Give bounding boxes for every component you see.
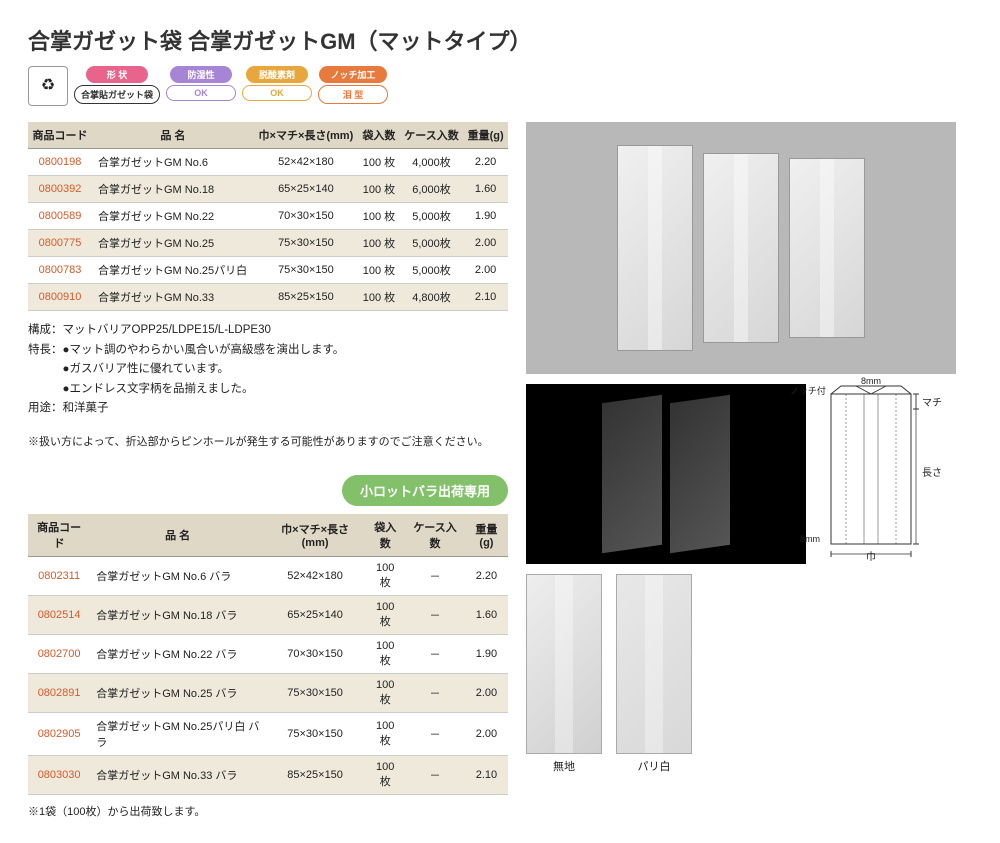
section-2: 小ロットバラ出荷専用 商品コード品 名巾×マチ×長さ(mm)袋入数ケース入数重量…: [28, 475, 508, 819]
table-header: 重量(g): [465, 514, 508, 557]
dimension-diagram: ノッチ付 8mm マチ 長さ 8mm 巾: [816, 384, 956, 564]
product-photo-top: [526, 122, 956, 374]
table-header: 巾×マチ×長さ(mm): [254, 122, 358, 149]
badges-row: ♻ 形 状合掌貼ガゼット袋防湿性OK脱酸素剤OKノッチ加工泪 型: [28, 66, 972, 106]
table-header: 重量(g): [463, 122, 508, 149]
table-header: 商品コード: [28, 514, 90, 557]
spec-badge: 防湿性OK: [166, 66, 236, 104]
table-header: 袋入数: [365, 514, 405, 557]
spec-badge: 形 状合掌貼ガゼット袋: [74, 66, 160, 104]
table-header: 巾×マチ×長さ(mm): [265, 514, 365, 557]
variant-plain: [526, 574, 602, 754]
page-title: 合掌ガゼット袋 合掌ガゼットGM（マットタイプ）: [28, 24, 972, 56]
table-header: ケース入数: [400, 122, 463, 149]
table-row: 0802311合掌ガゼットGM No.6 バラ52×42×180100 枚－2.…: [28, 556, 508, 595]
secondary-table: 商品コード品 名巾×マチ×長さ(mm)袋入数ケース入数重量(g) 0802311…: [28, 514, 508, 795]
main-table: 商品コード品 名巾×マチ×長さ(mm)袋入数ケース入数重量(g) 0800198…: [28, 122, 508, 311]
footnote: ※1袋（100枚）から出荷致します。: [28, 803, 205, 819]
variant-pari: [616, 574, 692, 754]
table-header: 袋入数: [358, 122, 400, 149]
right-column: ノッチ付 8mm マチ 長さ 8mm 巾 無地 パリ白: [526, 122, 972, 819]
table-row: 0800589合掌ガゼットGM No.2270×30×150100 枚5,000…: [28, 203, 508, 230]
cert-mark-icon: ♻: [28, 66, 68, 106]
green-pill: 小ロットバラ出荷専用: [342, 475, 508, 506]
table-row: 0800910合掌ガゼットGM No.3385×25×150100 枚4,800…: [28, 284, 508, 311]
table-header: ケース入数: [405, 514, 465, 557]
table-header: 品 名: [92, 122, 254, 149]
table-row: 0803030合掌ガゼットGM No.33 バラ85×25×150100 枚－2…: [28, 755, 508, 794]
spec-badge: 脱酸素剤OK: [242, 66, 312, 104]
spec-block: 構成：マットバリアOPP25/LDPE15/L-LDPE30 特長：●マット調の…: [28, 321, 508, 419]
table-row: 0802514合掌ガゼットGM No.18 バラ65×25×140100 枚－1…: [28, 595, 508, 634]
caution-note: ※扱い方によって、折込部からピンホールが発生する可能性がありますのでご注意くださ…: [28, 433, 508, 449]
table-row: 0800198合掌ガゼットGM No.652×42×180100 枚4,000枚…: [28, 149, 508, 176]
table-header: 商品コード: [28, 122, 92, 149]
table-row: 0800783合掌ガゼットGM No.25パリ白75×30×150100 枚5,…: [28, 257, 508, 284]
table-row: 0802891合掌ガゼットGM No.25 バラ75×30×150100 枚－2…: [28, 673, 508, 712]
product-photo-dark: [526, 384, 806, 564]
spec-badge: ノッチ加工泪 型: [318, 66, 388, 104]
table-row: 0802700合掌ガゼットGM No.22 バラ70×30×150100 枚－1…: [28, 634, 508, 673]
table-header: 品 名: [90, 514, 265, 557]
table-row: 0802905合掌ガゼットGM No.25パリ白 バラ75×30×150100 …: [28, 712, 508, 755]
table-row: 0800775合掌ガゼットGM No.2575×30×150100 枚5,000…: [28, 230, 508, 257]
left-column: 商品コード品 名巾×マチ×長さ(mm)袋入数ケース入数重量(g) 0800198…: [28, 122, 508, 819]
table-row: 0800392合掌ガゼットGM No.1865×25×140100 枚6,000…: [28, 176, 508, 203]
variant-photos: 無地 パリ白: [526, 574, 972, 774]
